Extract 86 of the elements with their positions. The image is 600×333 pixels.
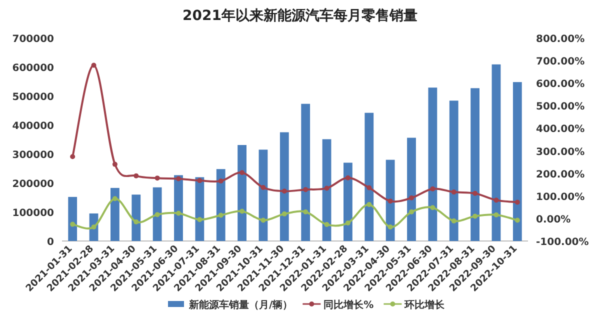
point	[260, 185, 266, 190]
point	[472, 214, 478, 219]
y-tick-label: 200000	[12, 179, 54, 190]
y-tick-label: 0	[47, 237, 54, 248]
point	[303, 209, 308, 214]
point	[282, 188, 287, 194]
y-tick-label: 700000	[12, 34, 54, 45]
y2-tick-label: 100.00%	[536, 192, 585, 203]
bar	[238, 145, 246, 241]
point	[494, 198, 499, 203]
y-tick-label: 300000	[12, 150, 54, 161]
point	[197, 217, 202, 222]
point	[494, 212, 499, 218]
y2-tick-label: 200.00%	[536, 169, 585, 180]
bar	[258, 150, 268, 241]
bar	[344, 162, 352, 241]
bar	[152, 187, 162, 241]
point	[134, 219, 139, 224]
y2-tick-label: 600.00%	[536, 79, 585, 90]
point	[154, 212, 160, 218]
point	[514, 200, 520, 205]
point	[134, 173, 139, 178]
point	[451, 218, 456, 224]
point	[514, 218, 520, 223]
y2-tick-label: 700.00%	[536, 56, 585, 68]
y-tick-label: 600000	[12, 63, 54, 74]
bar	[322, 139, 332, 241]
point	[366, 202, 372, 207]
bar	[195, 177, 204, 241]
point	[240, 170, 245, 176]
legend-label: 新能源车销量（月/辆）	[188, 299, 293, 311]
bar	[280, 132, 289, 241]
chart-title: 2021年以来新能源汽车每月零售销量	[182, 7, 418, 24]
point	[451, 190, 456, 195]
point	[430, 205, 436, 210]
bar	[301, 104, 310, 241]
point	[366, 185, 372, 190]
point	[70, 154, 76, 160]
point	[218, 178, 224, 184]
point	[324, 186, 330, 191]
point	[409, 209, 414, 214]
point	[112, 162, 118, 167]
bar	[110, 188, 120, 241]
legend-label: 环比增长	[404, 299, 446, 311]
point	[303, 187, 308, 192]
point	[112, 196, 118, 202]
point	[240, 208, 245, 214]
point	[154, 176, 160, 181]
y2-tick-label: 300.00%	[536, 146, 585, 158]
point	[70, 222, 76, 227]
point	[409, 195, 414, 200]
point	[218, 212, 224, 218]
bar	[216, 169, 226, 241]
point	[176, 176, 181, 182]
y2-tick-label: 800.00%	[536, 34, 585, 45]
bar	[386, 160, 395, 241]
y-tick-label: 500000	[12, 92, 54, 103]
bar	[132, 194, 141, 241]
y2-tick-label: -100.00%	[536, 237, 589, 248]
point	[91, 62, 96, 68]
bar	[449, 100, 458, 241]
y-tick-label: 100000	[12, 208, 54, 219]
point	[176, 210, 181, 216]
bar	[68, 196, 78, 241]
bar	[407, 138, 416, 241]
y-tick-label: 400000	[12, 121, 54, 132]
bar	[492, 64, 501, 241]
bar	[428, 88, 438, 241]
point	[345, 175, 350, 180]
point	[282, 211, 287, 216]
point	[430, 186, 436, 192]
point	[388, 198, 393, 204]
point	[91, 224, 96, 230]
point	[472, 190, 478, 196]
y2-tick-label: 400.00%	[536, 124, 585, 136]
point	[388, 224, 393, 230]
bar	[512, 82, 522, 241]
point	[345, 220, 350, 226]
bar	[470, 88, 480, 241]
bar	[364, 112, 374, 241]
y2-tick-label: 0.00%	[536, 214, 571, 226]
point	[197, 178, 202, 184]
legend-label: 同比增长%	[324, 299, 374, 311]
point	[260, 218, 266, 223]
y2-tick-label: 500.00%	[536, 102, 585, 113]
point	[324, 222, 330, 228]
